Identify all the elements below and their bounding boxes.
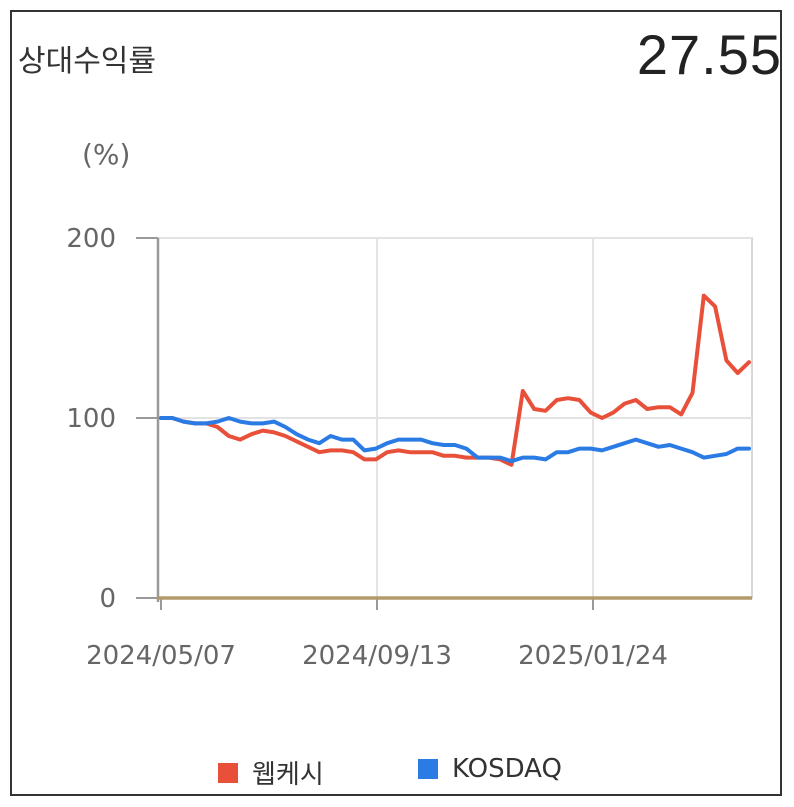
legend: 웹케시 KOSDAQ	[0, 754, 794, 794]
y-tick-label: 200	[66, 224, 116, 254]
y-axis-unit: (%)	[82, 138, 131, 171]
legend-swatch-kosdaq	[418, 759, 438, 779]
x-tick-label: 2024/05/07	[86, 641, 236, 671]
chart-title: 상대수익률	[18, 44, 156, 79]
legend-swatch-webcash	[218, 762, 238, 783]
legend-label-webcash: 웹케시	[252, 760, 324, 790]
legend-label-kosdaq: KOSDAQ	[452, 754, 562, 784]
relative-return-value: 27.55	[636, 23, 782, 86]
legend-item-kosdaq[interactable]: KOSDAQ	[418, 754, 562, 784]
series-line-kosdaq	[159, 416, 751, 464]
x-tick-label: 2025/01/24	[518, 641, 668, 671]
series-line-webcash	[159, 293, 751, 467]
legend-item-webcash[interactable]: 웹케시	[218, 754, 324, 791]
y-tick-label: 100	[66, 404, 116, 434]
chart-card	[10, 10, 782, 796]
x-tick-label: 2024/09/13	[302, 641, 452, 671]
y-tick-label: 0	[99, 584, 116, 614]
